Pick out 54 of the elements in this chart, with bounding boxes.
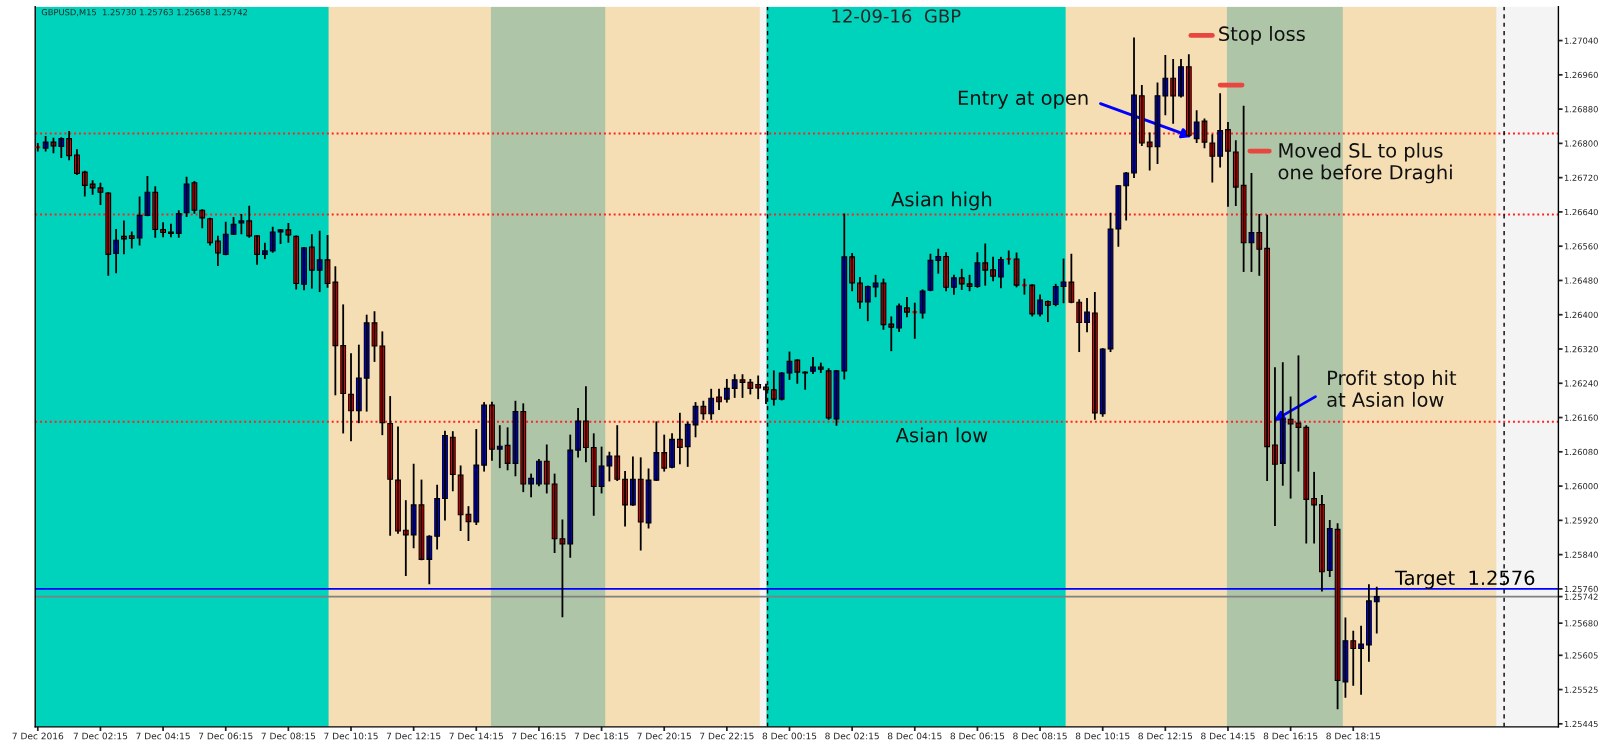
ref-line-label: Target 1.2576 (1394, 570, 1535, 589)
x-tick-label: 7 Dec 10:15 (324, 732, 378, 740)
y-tick-label: 1.25605 (1564, 652, 1598, 659)
x-tick-label: 7 Dec 2016 (12, 732, 64, 740)
y-tick-label: 1.25680 (1564, 620, 1598, 627)
y-tick-label: 1.26480 (1564, 277, 1598, 284)
x-tick-label: 8 Dec 10:15 (1075, 732, 1130, 740)
chart-title: 12-09-16 GBP (832, 9, 961, 23)
annotation: Asian high (891, 191, 992, 211)
x-tick-label: 7 Dec 02:15 (73, 732, 128, 740)
y-tick-label: 1.26640 (1564, 208, 1598, 216)
annotation: Asian low (895, 427, 988, 443)
y-tick-label: 1.27040 (1564, 37, 1598, 44)
annotation: Stop loss (1219, 26, 1305, 45)
y-tick-label: 1.26560 (1564, 243, 1598, 250)
y-tick-label: 1.25445 (1564, 720, 1598, 728)
x-tick-label: 8 Dec 14:15 (1201, 732, 1255, 740)
x-tick-label: 7 Dec 08:15 (261, 732, 316, 740)
x-tick-label: 7 Dec 22:15 (700, 732, 754, 740)
candlestick (802, 371, 809, 390)
y-tick-label: 1.25525 (1564, 686, 1598, 693)
x-tick-label: 8 Dec 08:15 (1013, 732, 1067, 740)
x-tick-label: 7 Dec 20:15 (637, 732, 691, 740)
x-tick-label: 8 Dec 12:15 (1138, 732, 1193, 740)
y-tick-label: 1.26400 (1564, 311, 1598, 319)
y-tick-label: 1.25760 (1564, 585, 1598, 593)
y-tick-label: 1.25742 (1564, 593, 1598, 600)
y-tick-label: 1.26960 (1564, 71, 1598, 79)
y-tick-label: 1.26000 (1564, 483, 1598, 490)
x-tick-label: 8 Dec 02:15 (825, 732, 879, 740)
candlestick (168, 223, 174, 238)
y-tick-label: 1.26240 (1564, 380, 1598, 387)
x-tick-label: 7 Dec 18:15 (574, 732, 629, 740)
x-tick-label: 7 Dec 12:15 (386, 732, 441, 740)
annotation: Moved SL to plus one before Draghi (1278, 142, 1452, 184)
y-tick-label: 1.25920 (1564, 517, 1598, 524)
x-tick-label: 7 Dec 06:15 (198, 732, 253, 740)
x-tick-label: 7 Dec 04:15 (136, 732, 190, 740)
chart-subtitle: GBPUSD,M15 1.25730 1.25763 1.25658 1.25742 (41, 9, 247, 17)
y-tick-label: 1.26880 (1564, 106, 1598, 113)
x-tick-label: 7 Dec 14:15 (449, 732, 503, 740)
y-tick-label: 1.26160 (1564, 414, 1598, 421)
x-tick-label: 8 Dec 00:15 (762, 732, 817, 740)
y-tick-label: 1.26720 (1564, 174, 1598, 181)
y-tick-label: 1.26320 (1564, 345, 1598, 353)
x-tick-label: 8 Dec 06:15 (950, 732, 1005, 740)
y-tick-label: 1.26080 (1564, 448, 1598, 456)
x-tick-label: 8 Dec 04:15 (887, 732, 942, 740)
x-tick-label: 7 Dec 16:15 (512, 732, 566, 740)
annotation: Profit stop hit at Asian low (1327, 370, 1457, 407)
y-tick-label: 1.26800 (1564, 140, 1598, 147)
x-tick-label: 8 Dec 16:15 (1263, 732, 1318, 740)
x-tick-label: 8 Dec 18:15 (1326, 732, 1380, 740)
y-tick-label: 1.25840 (1564, 551, 1598, 558)
